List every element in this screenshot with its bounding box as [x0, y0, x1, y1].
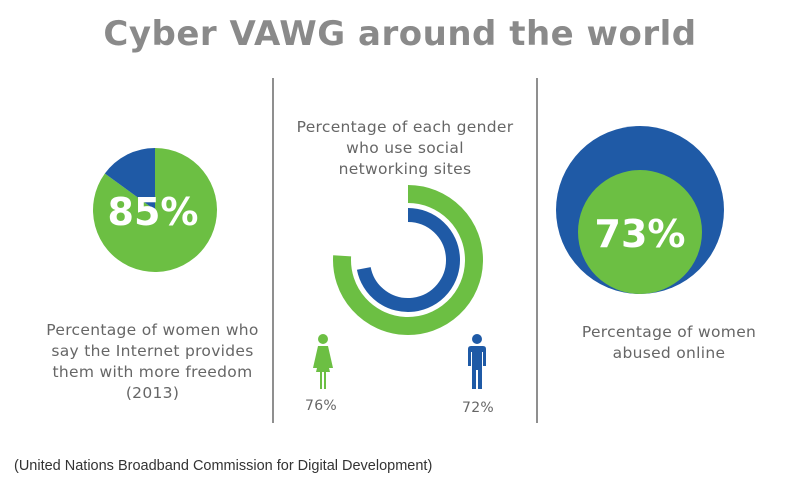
donut-title: Percentage of each gender who use social…	[270, 117, 540, 180]
pie-caption-line: say the Internet provides	[51, 342, 254, 360]
divider-left	[272, 78, 274, 423]
pie-slice-women-freedom	[93, 148, 218, 272]
female-icon	[313, 334, 333, 389]
page-title: Cyber VAWG around the world	[103, 14, 697, 54]
donut-title-line: Percentage of each gender	[296, 118, 514, 136]
female-value-label: 76%	[305, 398, 338, 414]
bubble-caption-line: abused online	[612, 344, 726, 362]
pie-slice-remainder	[104, 148, 155, 210]
bubble-chart: 73%	[556, 126, 724, 294]
bubble-inner	[578, 170, 702, 294]
pie-caption: Percentage of women who say the Internet…	[0, 320, 305, 404]
bubble-caption: Percentage of women abused online	[538, 322, 800, 364]
divider-right	[536, 78, 538, 423]
male-icon	[468, 334, 486, 389]
pie-caption-line: them with more freedom	[52, 363, 253, 381]
donut-title-line: networking sites	[338, 160, 472, 178]
donut-arc-women	[333, 185, 483, 335]
male-value-label: 72%	[462, 400, 495, 416]
pie-caption-line: Percentage of women who	[46, 321, 259, 339]
source-note: (United Nations Broadband Commission for…	[14, 458, 433, 474]
bubble-value-label: 73%	[595, 212, 686, 256]
donut-title-line: who use social	[346, 139, 464, 157]
donut-arc-men	[356, 208, 460, 312]
pie-caption-line: (2013)	[125, 384, 180, 402]
pie-value-label: 85%	[108, 190, 199, 234]
pie-chart: 85%	[93, 148, 218, 272]
donut-chart	[333, 185, 483, 335]
bubble-caption-line: Percentage of women	[581, 323, 757, 341]
